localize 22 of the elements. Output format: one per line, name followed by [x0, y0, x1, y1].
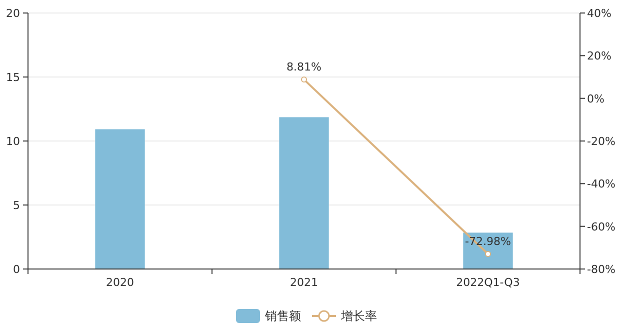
bar — [95, 129, 145, 269]
y2-tick-label: 20% — [587, 50, 612, 63]
y2-tick-label: 40% — [587, 7, 612, 20]
y2-tick-label: -60% — [587, 220, 616, 234]
y-tick-label: 5 — [13, 199, 20, 212]
y2-tick-label: 0% — [587, 92, 604, 106]
y-tick-label: 10 — [6, 135, 20, 148]
y-tick-label: 20 — [6, 7, 20, 20]
x-tick-label: 2022Q1-Q3 — [456, 276, 520, 289]
data-label: 8.81% — [286, 60, 322, 74]
y-tick-label: 15 — [6, 71, 20, 84]
x-tick-label: 2020 — [106, 276, 134, 289]
data-label: -72.98% — [465, 235, 511, 248]
legend-label: 销售额 — [264, 309, 301, 323]
x-tick-label: 2021 — [290, 276, 318, 289]
y-tick-label: 0 — [13, 263, 20, 276]
bar — [463, 232, 513, 269]
bar — [279, 117, 329, 269]
y2-tick-label: -20% — [587, 135, 616, 148]
legend-label: 增长率 — [340, 309, 377, 323]
y2-tick-label: -80% — [587, 263, 616, 276]
y2-tick-label: -40% — [587, 178, 616, 191]
